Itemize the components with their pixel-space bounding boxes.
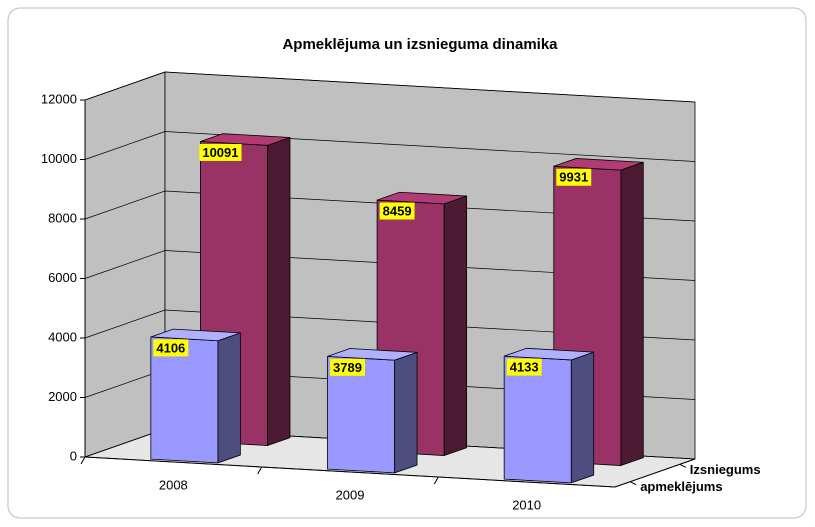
- x-tick: [433, 476, 439, 485]
- bar-side: [443, 195, 468, 457]
- bar-top: [376, 191, 467, 205]
- bar-top: [327, 348, 418, 361]
- chart-title: Apmeklējuma un izsnieguma dinamika: [282, 36, 558, 53]
- floor-edge: [84, 456, 696, 488]
- bar-side: [620, 161, 644, 467]
- y-tick-label: 8000: [48, 210, 77, 225]
- y-tick-label: 2000: [48, 389, 77, 404]
- y-tick-label: 10000: [41, 151, 77, 166]
- y-tick-label: 12000: [41, 91, 77, 106]
- x-tick-label: 2009: [336, 487, 365, 502]
- series-label: Izsniegums: [690, 462, 761, 477]
- value-label-box: [506, 358, 542, 376]
- value-label: 9931: [559, 170, 588, 185]
- bar-side: [217, 332, 241, 464]
- value-label: 8459: [383, 204, 412, 219]
- bar: [503, 347, 595, 484]
- value-label-box: [153, 339, 189, 357]
- y-tick-label: 0: [70, 448, 77, 463]
- bar-top: [150, 328, 241, 342]
- value-label: 3789: [333, 360, 362, 375]
- x-tick-label: 2008: [159, 477, 188, 492]
- bar-side: [570, 351, 595, 484]
- y-tick-label: 6000: [48, 270, 77, 285]
- bar-side: [267, 136, 291, 447]
- series-label: apmeklējums: [640, 479, 722, 494]
- bar-top: [553, 158, 644, 171]
- depth-tick: [629, 481, 637, 486]
- value-label-box: [330, 358, 365, 376]
- bar: [150, 328, 241, 464]
- grid-line: [84, 131, 696, 162]
- value-label: 10091: [202, 145, 238, 160]
- value-label-box: [556, 168, 592, 186]
- value-label: 4106: [156, 340, 185, 355]
- x-tick: [257, 466, 263, 475]
- bar-side: [394, 351, 418, 474]
- value-label-box: [379, 202, 415, 220]
- bar: [327, 348, 418, 474]
- x-tick-label: 2010: [512, 497, 541, 512]
- x-tick: [80, 456, 86, 465]
- bar-top: [200, 133, 291, 146]
- bar-top: [504, 347, 594, 361]
- value-label: 4133: [510, 360, 539, 375]
- y-tick-label: 4000: [48, 329, 77, 344]
- grid-line: [84, 71, 696, 103]
- depth-tick: [679, 463, 687, 468]
- grid-line: [84, 309, 696, 341]
- value-label-box: [199, 143, 242, 161]
- grid-line: [84, 190, 696, 222]
- grid-line: [84, 250, 696, 281]
